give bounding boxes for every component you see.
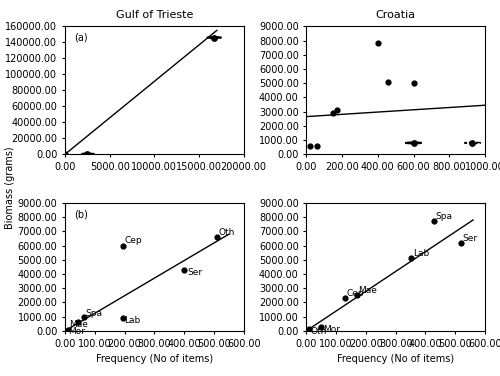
X-axis label: Frequency (No of items): Frequency (No of items)	[337, 354, 454, 364]
Point	[119, 315, 127, 321]
Point	[180, 267, 188, 273]
Point	[80, 314, 88, 320]
Text: Mor: Mor	[68, 327, 86, 337]
Point	[317, 324, 325, 330]
Point	[306, 326, 314, 332]
Point	[119, 243, 127, 249]
Point	[410, 80, 418, 86]
Point	[84, 151, 92, 157]
Point	[374, 40, 382, 46]
Text: (b): (b)	[74, 209, 88, 219]
Text: Cep: Cep	[346, 289, 364, 298]
Text: Cep: Cep	[124, 237, 142, 246]
Point	[457, 240, 465, 246]
Point	[332, 107, 340, 113]
Point	[62, 151, 70, 157]
Text: Spa: Spa	[86, 309, 103, 317]
Point	[341, 295, 349, 301]
Text: Ser: Ser	[462, 233, 478, 243]
X-axis label: Frequency (No of items): Frequency (No of items)	[96, 354, 213, 364]
Text: (a): (a)	[74, 33, 88, 43]
Point	[210, 35, 218, 41]
Point	[74, 319, 82, 325]
Text: Mor: Mor	[322, 325, 340, 334]
Text: Lab: Lab	[413, 249, 429, 258]
Point	[64, 327, 72, 333]
Title: Croatia: Croatia	[376, 10, 416, 20]
Point	[306, 143, 314, 149]
Point	[384, 79, 392, 85]
Text: Ser: Ser	[187, 268, 202, 277]
Text: Oth: Oth	[310, 327, 327, 337]
Point	[410, 140, 418, 146]
Point	[468, 140, 476, 146]
Point	[430, 218, 438, 224]
Text: Lab: Lab	[124, 316, 141, 325]
Point	[329, 110, 337, 116]
Text: Spa: Spa	[436, 212, 453, 221]
Point	[406, 255, 414, 261]
Text: Mae: Mae	[358, 286, 378, 295]
Text: Mae: Mae	[70, 320, 88, 329]
Title: Gulf of Trieste: Gulf of Trieste	[116, 10, 193, 20]
Text: Oth: Oth	[218, 228, 235, 237]
Point	[213, 234, 221, 240]
Text: Biomass (grams): Biomass (grams)	[5, 147, 15, 229]
Point	[313, 143, 321, 149]
Point	[353, 292, 361, 298]
